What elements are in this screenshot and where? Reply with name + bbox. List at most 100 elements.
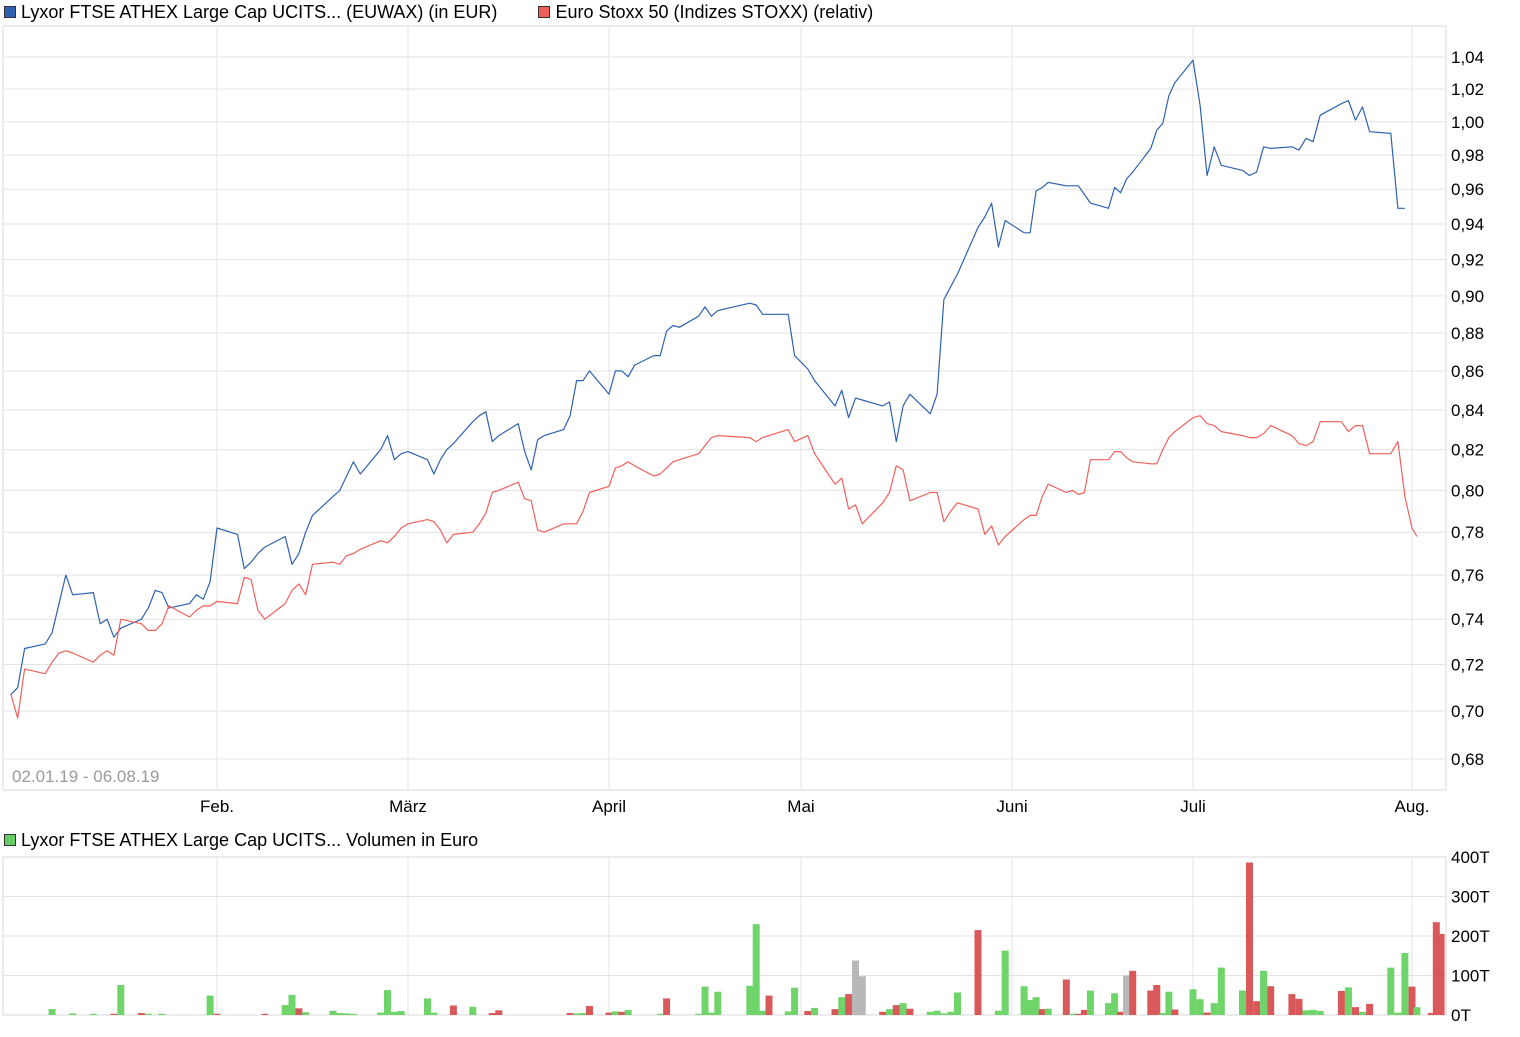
legend-label-lyxor: Lyxor FTSE ATHEX Large Cap UCITS... (EUW… [21,2,498,22]
volume-bar [1366,1003,1374,1015]
price-y-tick-label: 1,04 [1451,48,1484,67]
volume-bar [377,1012,385,1015]
series-line-eurostoxx [10,415,1418,719]
volume-bar [605,1012,613,1015]
volume-bar [1020,986,1028,1015]
volume-bar [663,998,671,1015]
price-y-tick-label: 0,98 [1451,146,1484,165]
volume-bar [858,976,866,1015]
volume-y-tick-label: 0T [1451,1006,1471,1025]
month-tick-label: Mai [787,797,814,816]
volume-bar [811,1007,819,1015]
legend-item-lyxor: Lyxor FTSE ATHEX Large Cap UCITS... (EUW… [4,1,497,23]
volume-bar [288,994,296,1015]
volume-bar [1437,934,1445,1015]
volume-bar [117,985,125,1015]
price-y-tick-label: 1,02 [1451,80,1484,99]
volume-bar [994,1010,1002,1015]
volume-chart-grid [2,856,1447,1016]
volume-bar [759,1010,767,1015]
volume-chart-title: Lyxor FTSE ATHEX Large Cap UCITS... Volu… [21,830,479,850]
price-y-tick-label: 0,90 [1451,287,1484,306]
price-y-tick-label: 0,96 [1451,180,1484,199]
volume-chart-bars [48,862,1445,1015]
volume-bar [1165,991,1173,1015]
volume-bar [906,1008,914,1015]
volume-bar [954,992,961,1015]
price-y-tick-label: 0,86 [1451,362,1484,381]
volume-bar [1401,953,1409,1015]
volume-bar [838,997,846,1015]
volume-bar [784,1011,792,1015]
volume-bar [886,1009,893,1015]
volume-bar [1309,1009,1317,1015]
volume-bar [1260,970,1268,1015]
volume-bar [618,1011,626,1015]
volume-bar [1032,997,1040,1015]
legend-swatch-lyxor [4,6,16,18]
volume-bar [695,1013,703,1015]
volume-bar [48,1009,56,1015]
volume-bar [974,930,982,1015]
month-tick-label: Feb. [200,797,234,816]
price-y-tick-label: 0,84 [1451,401,1484,420]
volume-bar [940,1013,948,1015]
price-y-tick-label: 1,00 [1451,113,1484,132]
date-range-label: 02.01.19 - 06.08.19 [12,767,159,786]
price-y-tick-label: 0,76 [1451,566,1484,585]
volume-bar [1408,986,1416,1015]
volume-y-tick-label: 300T [1451,888,1490,907]
price-y-tick-label: 0,70 [1451,702,1484,721]
volume-bar [656,1013,664,1015]
volume-bar [1038,1009,1046,1015]
volume-bar [611,1011,619,1015]
volume-bar [488,1013,496,1015]
volume-bar [1432,922,1440,1015]
volume-bar [449,1005,457,1015]
series-line-lyxor [10,59,1405,696]
volume-bar [1159,1013,1167,1015]
volume-bar [1352,1007,1359,1015]
volume-y-tick-label: 400T [1451,848,1490,867]
volume-bar [791,987,799,1015]
volume-bar [1080,1009,1088,1015]
price-chart-grid [2,25,1447,791]
price-y-tick-label: 0,74 [1451,610,1484,629]
volume-bar [1344,987,1352,1015]
volume-bar [765,995,773,1015]
volume-bar [752,924,760,1015]
volume-bar [390,1011,398,1015]
volume-bar [1117,1011,1125,1015]
legend-swatch-volume [4,834,16,846]
volume-bar [343,1013,351,1015]
volume-bar [926,1011,934,1015]
volume-bar [424,998,431,1015]
volume-bar [1111,993,1119,1015]
price-plot-frame [2,25,1447,791]
price-y-tick-label: 0,68 [1451,750,1484,769]
volume-bar [1316,1011,1324,1015]
volume-bar [1147,990,1155,1015]
volume-bar [1359,1011,1366,1015]
volume-bar [281,1005,289,1015]
price-chart-legend: Lyxor FTSE ATHEX Large Cap UCITS... (EUW… [4,1,909,23]
volume-bar [1171,1009,1179,1015]
volume-bar [586,1005,593,1015]
volume-bar [1026,1000,1034,1015]
volume-bar [1062,979,1070,1015]
volume-y-tick-label: 100T [1451,967,1490,986]
volume-bar [714,991,722,1015]
volume-bar [158,1013,166,1015]
price-y-tick-label: 0,94 [1451,215,1484,234]
volume-bar [430,1012,438,1015]
volume-bar [384,990,391,1015]
volume-bar [1129,970,1137,1015]
volume-bar [573,1013,581,1015]
volume-bar [69,1013,77,1015]
month-tick-label: Juli [1180,797,1206,816]
volume-bar [1074,1013,1082,1015]
volume-bar [624,1009,632,1015]
volume-bar [852,960,859,1015]
volume-bar [1203,1012,1211,1015]
